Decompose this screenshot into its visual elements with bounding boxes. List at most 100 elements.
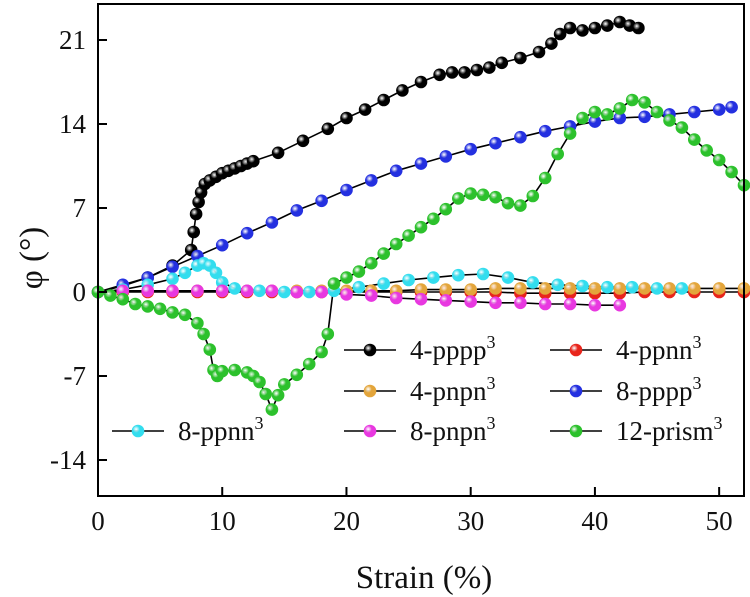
data-point — [340, 288, 353, 301]
data-point — [600, 19, 614, 32]
data-point — [352, 280, 366, 294]
data-point — [663, 114, 676, 127]
data-point — [553, 27, 567, 41]
legend-marker — [363, 384, 377, 398]
legend-label: 4-ppnn3 — [616, 332, 702, 365]
data-point — [613, 282, 627, 295]
x-tick-label: 10 — [209, 506, 236, 536]
data-point — [514, 130, 527, 144]
data-point — [489, 296, 502, 310]
data-point — [464, 295, 478, 308]
legend-item-4-ppnn: 4-ppnn3 — [550, 332, 702, 365]
data-point — [197, 327, 210, 341]
data-point — [725, 100, 738, 114]
data-point — [277, 378, 291, 391]
data-point — [187, 225, 200, 239]
data-point — [364, 289, 378, 302]
data-point — [191, 284, 204, 298]
data-point — [482, 61, 496, 74]
data-point — [489, 190, 502, 204]
data-point — [470, 63, 484, 77]
data-point — [687, 282, 701, 295]
legend-item-4-pppp: 4-pppp3 — [344, 332, 496, 365]
data-point — [389, 164, 403, 178]
legend-marker — [131, 424, 145, 438]
data-point — [588, 21, 602, 35]
data-point — [340, 183, 353, 197]
data-point — [545, 37, 558, 50]
legend-item-12-prism: 12-prism3 — [550, 413, 723, 446]
data-point — [364, 256, 378, 270]
data-point — [271, 146, 285, 160]
legend-marker — [569, 424, 583, 438]
legend-item-4-pnpn: 4-pnpn3 — [344, 373, 496, 406]
data-point — [215, 284, 229, 298]
data-point — [215, 364, 229, 378]
data-point — [563, 21, 577, 35]
data-point — [501, 271, 515, 284]
data-point — [514, 296, 527, 310]
data-point — [228, 363, 241, 377]
data-point — [377, 93, 391, 107]
data-point — [439, 294, 453, 307]
data-point — [302, 357, 316, 371]
data-point — [445, 66, 459, 79]
legend: 4-pppp3 4-ppnn3 4-pnpn3 8-pppp3 8-ppnn3 8-pnp… — [112, 332, 723, 446]
legend-item-8-pppp: 8-pppp3 — [550, 373, 702, 406]
data-point — [687, 133, 701, 146]
data-point — [563, 297, 577, 311]
data-point — [321, 122, 335, 136]
y-tick-label: 21 — [59, 25, 86, 55]
data-point — [389, 291, 403, 305]
x-tick-label: 30 — [457, 506, 484, 536]
data-point — [725, 165, 738, 179]
data-point — [358, 103, 372, 116]
data-point — [576, 111, 589, 125]
data-point — [166, 272, 179, 286]
data-point — [402, 229, 415, 242]
data-point — [290, 368, 304, 382]
data-point — [277, 285, 291, 299]
data-point — [141, 300, 154, 313]
data-point — [476, 267, 490, 281]
data-point — [315, 194, 328, 208]
data-point — [240, 284, 254, 298]
data-point — [563, 282, 577, 295]
data-point — [514, 282, 527, 295]
y-tick-label: 7 — [73, 193, 87, 223]
data-point — [265, 216, 279, 229]
legend-label: 4-pnpn3 — [410, 373, 496, 406]
data-point — [650, 105, 664, 119]
legend-item-8-pnpn: 8-pnpn3 — [344, 413, 496, 446]
data-point — [563, 127, 577, 140]
data-point — [501, 196, 515, 210]
data-point — [259, 387, 273, 401]
y-tick-label: 0 — [73, 277, 87, 307]
data-point — [687, 105, 701, 119]
data-point — [427, 271, 440, 284]
data-point — [104, 289, 117, 302]
data-point — [253, 284, 266, 298]
data-point — [228, 282, 241, 295]
data-point — [302, 285, 316, 299]
y-tick-label: 14 — [59, 109, 87, 139]
y-axis: -14 -7 0 7 14 21 — [50, 25, 107, 475]
legend-marker — [363, 424, 377, 438]
x-tick-label: 20 — [333, 506, 360, 536]
data-point — [538, 171, 552, 185]
data-point — [389, 237, 403, 251]
data-point — [532, 45, 546, 59]
data-point — [464, 283, 478, 296]
data-point — [588, 298, 602, 312]
data-point — [247, 154, 260, 168]
data-point — [712, 153, 726, 167]
data-point — [458, 66, 471, 79]
x-axis-title: Strain (%) — [356, 560, 493, 596]
data-point — [526, 276, 540, 289]
data-point — [377, 277, 391, 290]
data-point — [514, 199, 527, 212]
data-point — [321, 327, 335, 341]
data-point — [489, 136, 502, 150]
data-point — [414, 75, 428, 89]
data-point — [712, 103, 726, 116]
